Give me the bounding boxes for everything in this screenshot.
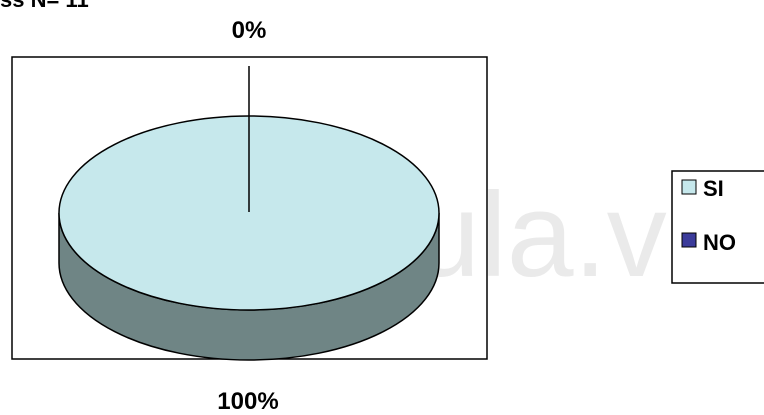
data-label-no: 0% (232, 17, 267, 44)
legend-label-si: SI (703, 176, 724, 201)
legend-swatch-no (681, 232, 697, 248)
data-label-si: 100% (217, 388, 278, 415)
legend: SI NO (671, 170, 764, 284)
legend-label-no: NO (703, 230, 736, 255)
header-fragment: ss N= 11 (0, 0, 89, 13)
legend-swatch-si (681, 179, 697, 195)
